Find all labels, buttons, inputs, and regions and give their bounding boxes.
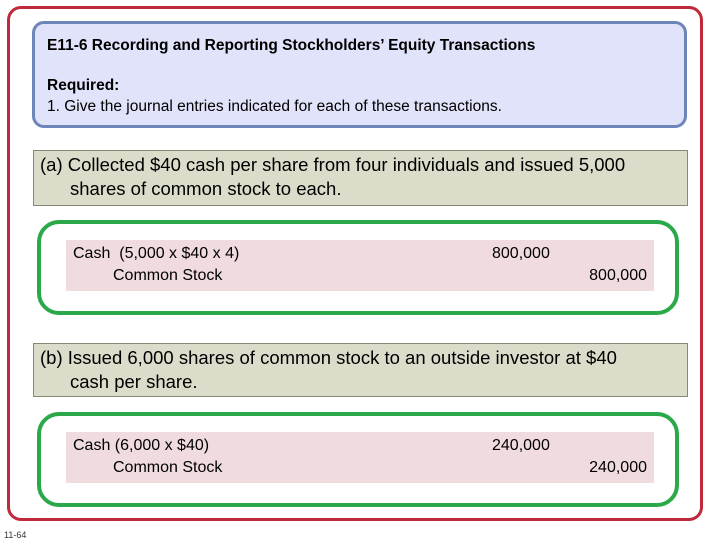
credit-account: Common Stock xyxy=(113,459,223,476)
exercise-header: E11-6 Recording and Reporting Stockholde… xyxy=(32,21,687,128)
credit-amount: 800,000 xyxy=(589,267,647,284)
exercise-title: E11-6 Recording and Reporting Stockholde… xyxy=(47,37,536,54)
transaction-b-line1: (b) Issued 6,000 shares of common stock … xyxy=(40,347,617,368)
journal-entry-a: Cash (5,000 x $40 x 4) Common Stock 800,… xyxy=(66,240,654,291)
transaction-a-line1: (a) Collected $40 cash per share from fo… xyxy=(40,154,626,175)
required-label: Required: xyxy=(47,77,120,94)
journal-entry-b-outline xyxy=(37,412,679,507)
journal-entry-a-outline xyxy=(37,220,679,315)
slide-frame xyxy=(7,6,703,521)
required-instruction: 1. Give the journal entries indicated fo… xyxy=(47,98,502,115)
page-number: 11-64 xyxy=(4,530,27,540)
debit-account: Cash (5,000 x $40 x 4) xyxy=(73,245,240,262)
journal-entry-b: Cash (6,000 x $40) Common Stock 240,000 … xyxy=(66,432,654,483)
debit-account: Cash (6,000 x $40) xyxy=(73,437,210,454)
transaction-a-description: (a) Collected $40 cash per share from fo… xyxy=(33,150,688,206)
credit-amount: 240,000 xyxy=(589,459,647,476)
transaction-a-line2: shares of common stock to each. xyxy=(70,178,342,199)
transaction-b-line2: cash per share. xyxy=(70,371,198,392)
transaction-b-description: (b) Issued 6,000 shares of common stock … xyxy=(33,343,688,397)
debit-amount: 800,000 xyxy=(492,245,550,262)
debit-amount: 240,000 xyxy=(492,437,550,454)
credit-account: Common Stock xyxy=(113,267,223,284)
